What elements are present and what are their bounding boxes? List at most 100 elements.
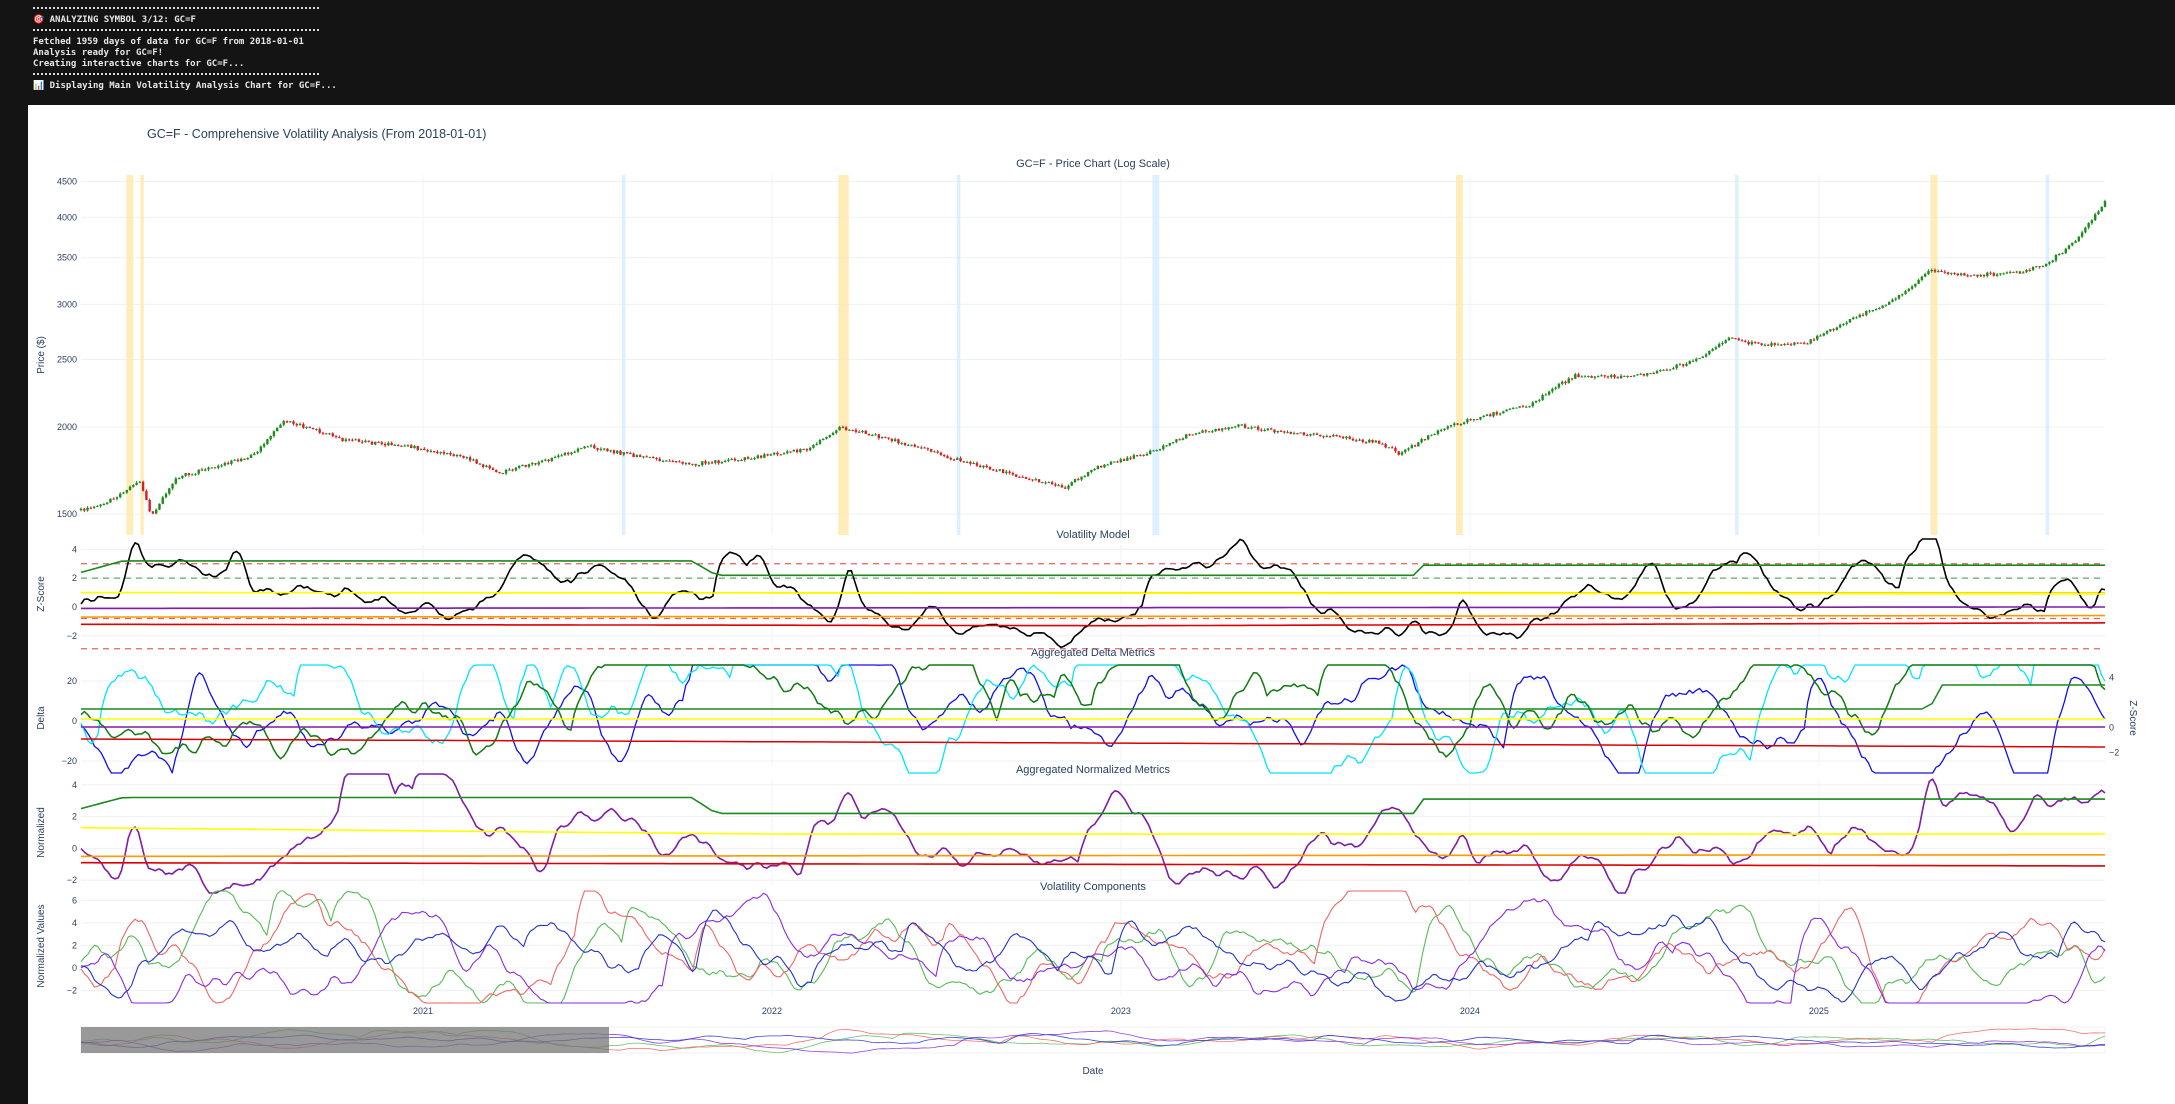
volatility-components-panel[interactable]: Volatility Components 6 4 2 0 −2 Normalized Va… <box>36 881 2106 1004</box>
series-upper-threshold[interactable] <box>80 560 2105 577</box>
normalized-metrics-panel[interactable]: Aggregated Normalized Metrics 4 2 0 −2 Normal… <box>36 764 2106 894</box>
candle-body <box>606 448 609 452</box>
candle-body <box>1665 369 1669 371</box>
candle-body <box>1243 424 1247 428</box>
candle-body <box>1610 375 1613 378</box>
candle-body <box>462 455 465 458</box>
candle-body <box>871 434 874 436</box>
candle-body <box>190 474 194 476</box>
series-delta-green[interactable] <box>80 664 2106 760</box>
series-component-blue[interactable] <box>80 909 2106 1003</box>
candle-body <box>1734 338 1737 340</box>
candle-body <box>1332 434 1335 437</box>
candle-body <box>83 508 86 511</box>
series-delta-blue[interactable] <box>80 664 2106 774</box>
candle-body <box>714 460 717 463</box>
candle-body <box>1639 373 1642 375</box>
candle-body <box>1724 340 1727 343</box>
candle-body <box>2025 269 2028 273</box>
candle-body <box>2100 207 2103 212</box>
candle-body <box>1525 406 1528 408</box>
candle-body <box>1338 436 1342 438</box>
series-yellow[interactable] <box>80 826 2105 835</box>
candle-body <box>1799 342 1803 344</box>
candle-body <box>1211 431 1214 433</box>
candle-body <box>985 465 988 468</box>
range-slider-mask[interactable] <box>81 1027 609 1053</box>
candle-body <box>2077 236 2081 242</box>
delta-metrics-panel[interactable]: Aggregated Delta Metrics 20 0 −20 4 0 −2 Z-Scor… <box>36 647 2138 774</box>
y-axis-title: Normalized Values <box>36 904 47 987</box>
candle-body <box>756 455 760 459</box>
candle-body <box>792 449 796 452</box>
candle-body <box>1466 419 1469 423</box>
candle-body <box>910 444 913 446</box>
candle-body <box>102 504 106 506</box>
series-red-low[interactable] <box>81 622 2106 627</box>
candle-body <box>1230 427 1234 429</box>
candle-body <box>975 462 979 466</box>
candle-body <box>844 427 848 430</box>
candle-body <box>1469 419 1472 421</box>
y-tick-label: −2 <box>67 875 77 885</box>
range-slider[interactable] <box>80 1026 2106 1054</box>
candle-body <box>1796 342 1799 344</box>
candle-body <box>1776 344 1780 346</box>
candle-body <box>1335 434 1338 437</box>
series-orange[interactable] <box>81 854 2105 858</box>
candle-body <box>164 493 168 498</box>
candle-body <box>89 507 93 509</box>
y-tick-label: 4 <box>72 918 77 928</box>
candle-body <box>1832 329 1835 331</box>
y-tick-label: −2 <box>67 985 77 995</box>
candle-body <box>475 459 478 464</box>
candle-body <box>311 427 315 430</box>
candle-body <box>282 421 285 425</box>
series-orange-low[interactable] <box>81 614 2105 618</box>
candle-body <box>1567 378 1570 384</box>
candle-body <box>920 447 923 449</box>
candle-body <box>1008 471 1011 473</box>
price-panel[interactable]: GC=F - Price Chart (Log Scale) 1500 2000 25… <box>36 158 2107 535</box>
candle-body <box>213 467 217 469</box>
series-red[interactable] <box>81 738 2105 748</box>
series-component-purple[interactable] <box>80 892 2106 1004</box>
series-component-green[interactable] <box>80 890 2106 1004</box>
series-upper[interactable] <box>81 684 2105 710</box>
panel-title: Volatility Components <box>1040 881 1146 893</box>
y-tick-label: 3500 <box>57 253 77 263</box>
candle-body <box>240 458 243 462</box>
series-component-red[interactable] <box>80 890 2106 1004</box>
candle-body <box>1963 273 1966 276</box>
candle-body <box>769 454 773 456</box>
candle-body <box>2022 272 2025 274</box>
series-red[interactable] <box>81 861 2105 867</box>
panel-title: Aggregated Normalized Metrics <box>1016 764 1171 776</box>
candle-body <box>1632 375 1636 377</box>
candle-body <box>2090 220 2094 224</box>
volatility-model-panel[interactable]: Volatility Model 4 2 0 −2 Z-Score <box>36 529 2106 650</box>
console-output: 🎯 ANALYZING SYMBOL 3/12: GC=F Fetched 195… <box>0 0 2175 105</box>
volatility-band-low-vol <box>956 175 961 535</box>
series-yellow-band[interactable] <box>81 591 2105 595</box>
candle-body <box>1731 337 1734 339</box>
candle-body <box>887 437 890 439</box>
chart-svg[interactable]: GC=F - Comprehensive Volatility Analysis… <box>28 105 2175 1104</box>
candle-body <box>2048 262 2051 264</box>
volatility-figure[interactable]: GC=F - Comprehensive Volatility Analysis… <box>28 105 2175 1104</box>
candle-body <box>841 426 845 428</box>
series-upper[interactable] <box>80 796 2105 815</box>
candle-body <box>410 445 413 449</box>
series-delta-cyan[interactable] <box>80 664 2106 774</box>
candle-body <box>272 431 276 436</box>
candle-body <box>1629 375 1633 377</box>
series-purple-mean[interactable] <box>81 606 2105 610</box>
candle-body <box>995 470 998 472</box>
candle-body <box>2080 232 2084 237</box>
candle-body <box>357 439 361 442</box>
candle-body <box>1279 430 1283 432</box>
candle-body <box>1106 464 1109 466</box>
candle-body <box>1498 413 1502 415</box>
candle-body <box>1305 434 1309 436</box>
candle-body <box>1691 360 1695 362</box>
